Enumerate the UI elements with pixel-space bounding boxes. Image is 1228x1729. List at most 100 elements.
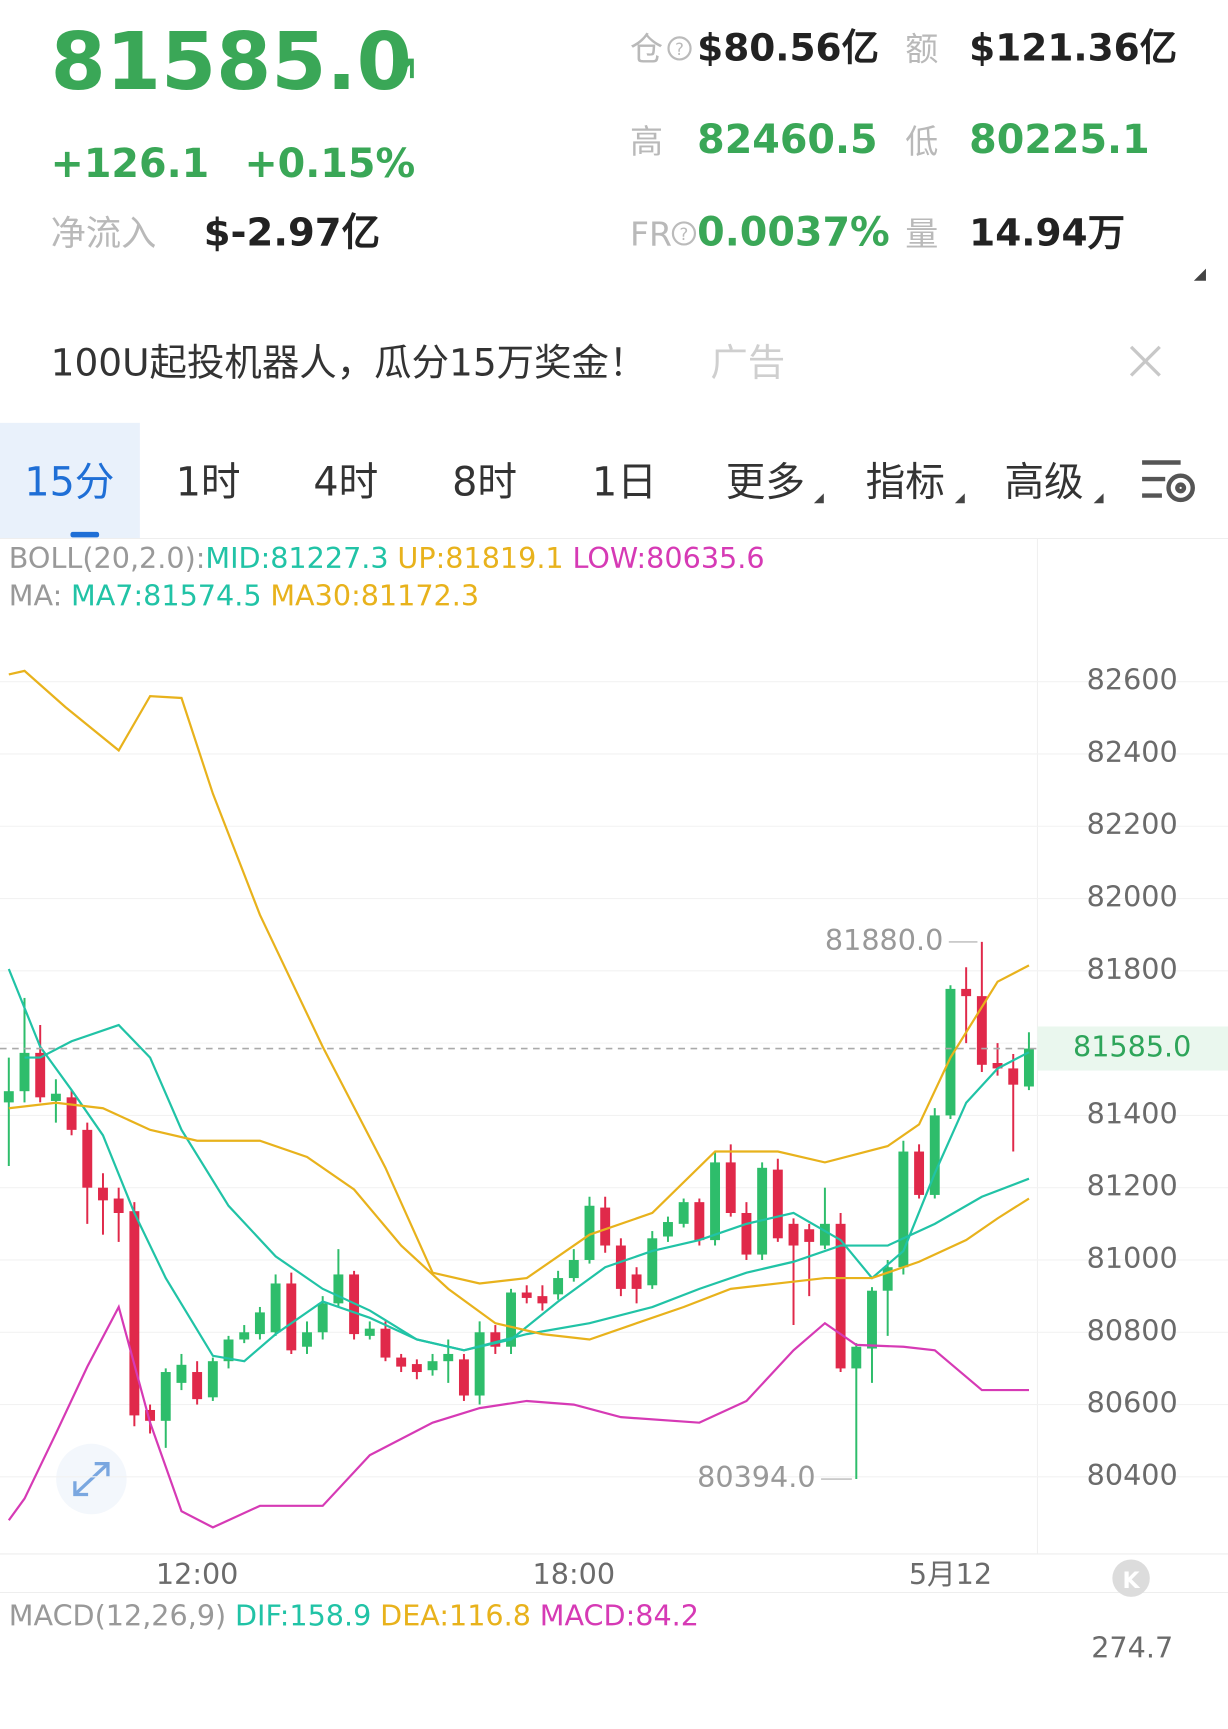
stat-label: FR (630, 215, 672, 254)
last-price: 81585.0 (51, 15, 412, 108)
candle-body (490, 1332, 501, 1347)
candle-body (129, 1211, 140, 1416)
tab[interactable]: 4时 (313, 460, 378, 506)
candle (35, 1025, 46, 1103)
indicator-line (24, 1023, 1030, 1352)
tab[interactable]: 1时 (176, 460, 241, 506)
candle-body (145, 1409, 156, 1421)
candle-body (961, 988, 972, 997)
y-tick-label: 82000 (1087, 880, 1178, 914)
close-ad[interactable] (1129, 345, 1161, 377)
candle-body (302, 1332, 312, 1347)
candle-body (207, 1361, 218, 1398)
stat-value: $80.56亿 (697, 26, 879, 70)
dropdown-marks (813, 493, 1104, 504)
macd-tick: 274.7 (1091, 1631, 1173, 1665)
candle-body (506, 1292, 516, 1347)
candle (66, 1090, 77, 1136)
candle (663, 1216, 673, 1242)
candle (270, 1274, 281, 1336)
candle-body (898, 1151, 909, 1268)
x-tick-label: 12:00 (156, 1557, 239, 1591)
candle-body (427, 1361, 438, 1371)
candle (411, 1359, 422, 1380)
candle-body (380, 1328, 391, 1358)
candle-body (3, 1091, 14, 1103)
fullscreen-button[interactable] (56, 1443, 127, 1515)
tab[interactable]: 更多 (726, 460, 805, 506)
candle (50, 1079, 61, 1123)
candle (113, 1187, 124, 1242)
inflow-label: 净流入 (51, 214, 157, 255)
min-label: 80394.0 (697, 1460, 815, 1494)
candle (678, 1198, 689, 1228)
candle-body (804, 1229, 815, 1242)
candle (710, 1151, 721, 1246)
candle-body (835, 1223, 846, 1369)
candle-body (615, 1245, 626, 1289)
change-pct: +0.15% (244, 141, 415, 187)
info-icon[interactable]: ? (667, 36, 692, 61)
candle (239, 1325, 250, 1344)
indicator-line (7, 968, 1030, 1363)
candle-body (600, 1207, 611, 1246)
current-price-box (1037, 1026, 1228, 1071)
expand-corner[interactable] (1193, 268, 1206, 281)
candle (741, 1202, 752, 1260)
y-tick-label: 80400 (1087, 1458, 1178, 1492)
candle-body (443, 1353, 454, 1362)
candle (19, 997, 30, 1103)
ad-tag: 广告 (710, 341, 785, 385)
tab[interactable]: 15分 (24, 460, 114, 506)
svg-text:?: ? (680, 225, 689, 244)
candle (647, 1231, 658, 1289)
candle-body (317, 1303, 328, 1333)
candle (600, 1196, 611, 1253)
up-arrow (384, 58, 414, 87)
candle-body (192, 1372, 203, 1400)
candle (929, 1108, 940, 1199)
candle-body (788, 1223, 799, 1246)
svg-text:K: K (1123, 1569, 1141, 1594)
stat-value: 82460.5 (697, 117, 877, 163)
candle (286, 1272, 297, 1354)
candle (568, 1249, 579, 1282)
candle (553, 1270, 564, 1300)
ma-legend: MA: MA7:81574.5 MA30:81172.3 (9, 579, 479, 613)
candle-body (945, 988, 956, 1116)
tab[interactable]: 高级 (1004, 460, 1083, 506)
candle (1023, 1032, 1034, 1091)
candle (867, 1287, 877, 1383)
y-tick-label: 81000 (1087, 1241, 1178, 1275)
candle (694, 1198, 705, 1246)
candle-body (882, 1267, 893, 1291)
x-tick-label: 18:00 (533, 1557, 616, 1591)
candle (804, 1223, 815, 1297)
candle (788, 1218, 799, 1326)
tab[interactable]: 指标 (866, 460, 945, 506)
candle (3, 1057, 14, 1167)
candle-body (584, 1205, 595, 1260)
candle-body (553, 1278, 564, 1295)
candle (631, 1267, 642, 1304)
tab[interactable]: 1日 (592, 460, 657, 506)
y-tick-label: 82600 (1087, 663, 1178, 697)
settings-icon[interactable] (1142, 460, 1195, 503)
back-button[interactable]: K (1112, 1559, 1150, 1597)
stat-label: 额 (905, 30, 938, 69)
candle (819, 1187, 830, 1250)
y-tick-label: 81200 (1087, 1169, 1178, 1203)
candle-body (239, 1332, 250, 1340)
candle (521, 1285, 532, 1304)
candle-body (458, 1359, 469, 1396)
info-icon[interactable]: ? (671, 221, 697, 246)
tab[interactable]: 8时 (452, 460, 517, 506)
y-tick-label: 81400 (1087, 1096, 1178, 1130)
candle-body (66, 1097, 77, 1130)
stat-value: $121.36亿 (969, 26, 1177, 70)
candle-body (333, 1274, 344, 1304)
candle (490, 1325, 501, 1354)
candle-body (411, 1364, 422, 1373)
ad-text[interactable]: 100U起投机器人，瓜分15万奖金！ (51, 341, 647, 385)
